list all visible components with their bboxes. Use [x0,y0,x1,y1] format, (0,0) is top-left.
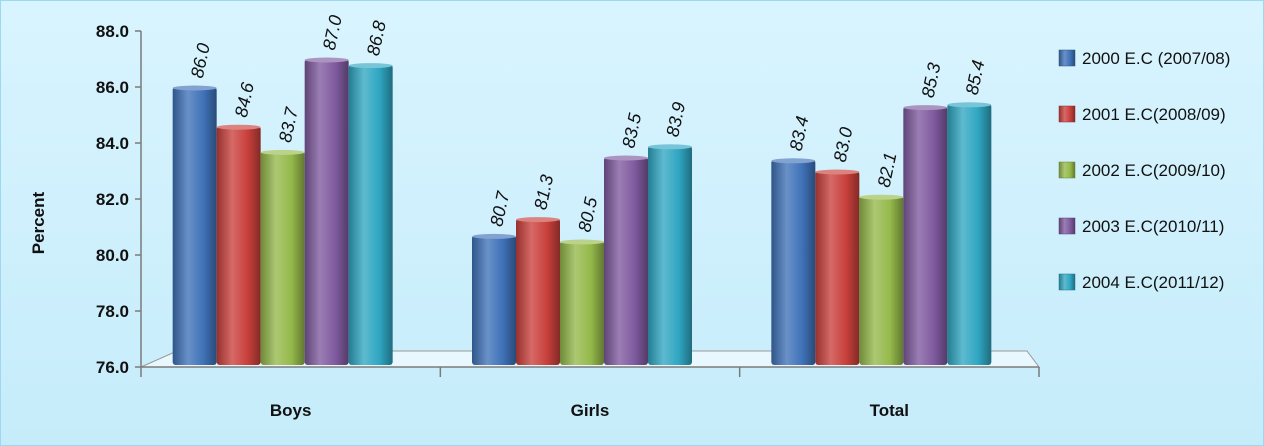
bar-top-cap [216,124,261,130]
legend-entry: 2001 E.C(2008/09) [1082,105,1226,124]
data-label: 83.5 [618,110,645,149]
bars [172,57,992,366]
bar-boys-series-1 [172,87,217,365]
data-label: 83.4 [786,114,813,152]
bar-top-cap [771,158,816,164]
data-label: 84.6 [231,80,258,119]
bar-boys-series-2 [216,126,261,365]
data-label: 87.0 [319,13,346,51]
bar-top-cap [903,105,948,111]
data-label: 82.1 [874,151,901,189]
bar-top-cap [859,194,904,200]
data-label: 85.3 [918,61,945,99]
legend-swatch [1058,217,1076,235]
bar-boys-series-3 [260,151,305,365]
bar-boys-series-4 [304,59,349,365]
bar-top-cap [304,57,349,63]
data-label: 86.8 [363,19,390,57]
x-category-label: Girls [571,401,610,420]
x-category-label: Boys [270,401,312,420]
bar-top-cap [604,155,648,161]
data-label: 86.0 [187,41,214,79]
bar-boys-series-5 [348,64,393,365]
legend-entry: 2002 E.C(2009/10) [1082,161,1226,180]
bar-girls-series-2 [516,218,560,365]
bar-girls-series-1 [472,235,516,365]
y-tick-label: 82.0 [96,190,129,209]
legend-entry: 2000 E.C (2007/08) [1082,49,1230,68]
legend-swatch [1058,273,1076,291]
bar-total-series-1 [771,159,816,365]
y-tick-label: 78.0 [96,302,129,321]
bar-top-cap [648,144,692,150]
y-tick-label: 88.0 [96,22,129,41]
bar-girls-series-3 [560,241,604,365]
bar-total-series-3 [859,196,904,365]
data-label: 83.7 [275,105,302,144]
data-label: 83.0 [830,125,857,163]
bar-top-cap [947,102,992,108]
data-label: 81.3 [530,173,557,211]
axes: 76.0 78.0 80.0 82.0 84.0 86.0 88.0 Percent Boys G… [29,22,1040,420]
bar-total-series-4 [903,106,948,365]
data-label: 83.9 [662,100,689,138]
legend-swatch [1058,105,1076,123]
legend: 2000 E.C (2007/08) 2001 E.C(2008/09) 2002 … [1058,49,1230,292]
y-tick-label: 76.0 [96,358,129,377]
y-tick-label: 84.0 [96,134,129,153]
legend-swatch [1058,49,1076,67]
bar-top-cap [472,233,516,239]
bar-top-cap [172,85,217,91]
bar-total-series-5 [947,103,992,366]
data-label: 85.4 [962,58,989,96]
bar-girls-series-5 [648,145,692,365]
bar-top-cap [815,169,860,175]
x-category-label: Total [870,401,909,420]
bar-top-cap [348,63,393,69]
bar-girls-series-4 [604,157,648,365]
bar-top-cap [516,217,560,223]
bar-total-series-2 [815,171,860,365]
bar-top-cap [260,149,305,155]
y-tick-label: 86.0 [96,78,129,97]
legend-entry: 2003 E.C(2010/11) [1082,217,1224,236]
data-label: 80.7 [486,189,513,228]
data-label: 80.5 [574,194,601,233]
legend-swatch [1058,161,1076,179]
y-tick-label: 80.0 [96,246,129,265]
bar-top-cap [560,239,604,245]
legend-entry: 2004 E.C(2011/12) [1082,273,1224,292]
y-axis-title: Percent [29,191,48,254]
